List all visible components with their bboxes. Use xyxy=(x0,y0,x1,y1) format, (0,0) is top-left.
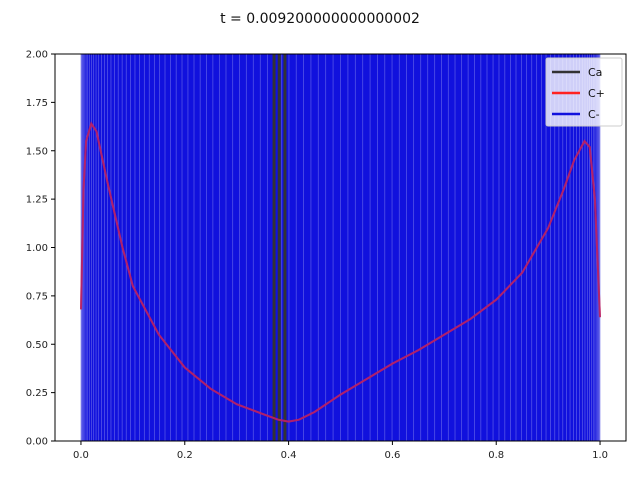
x-tick-label: 0.2 xyxy=(177,450,193,461)
legend-label: C- xyxy=(588,108,600,121)
series-ca xyxy=(272,54,287,441)
y-tick-label: 1.50 xyxy=(26,146,48,157)
y-tick-label: 0.50 xyxy=(26,340,48,351)
c-plus-curve xyxy=(80,121,601,423)
y-tick-label: 2.00 xyxy=(26,50,48,61)
series-c-minus xyxy=(80,54,601,441)
y-tick-label: 0.25 xyxy=(26,388,48,399)
legend-label: C+ xyxy=(588,87,605,100)
c-minus-overlay-curve xyxy=(80,121,601,423)
x-tick-label: 0.4 xyxy=(281,450,297,461)
x-tick-label: 0.8 xyxy=(488,450,504,461)
plot-area xyxy=(54,53,627,442)
x-tick-label: 1.0 xyxy=(592,450,608,461)
y-tick-label: 1.75 xyxy=(26,98,48,109)
x-tick-label: 0.0 xyxy=(73,450,89,461)
chart-title: t = 0.009200000000000002 xyxy=(220,11,420,27)
y-tick-label: 1.00 xyxy=(26,243,48,254)
y-tick-label: 0.75 xyxy=(26,291,48,302)
x-axis: 0.0 0.2 0.4 0.6 0.8 1.0 xyxy=(73,441,608,461)
y-tick-label: 1.25 xyxy=(26,195,48,206)
y-axis: 0.00 0.25 0.50 0.75 1.00 1.25 1.50 1.75 2.00 xyxy=(26,50,55,448)
y-tick-label: 0.00 xyxy=(26,437,48,448)
legend-box xyxy=(545,57,623,127)
x-tick-label: 0.6 xyxy=(384,450,400,461)
legend: Ca C+ C- xyxy=(545,57,623,127)
legend-label: Ca xyxy=(588,66,602,79)
series-c-plus xyxy=(80,121,601,423)
